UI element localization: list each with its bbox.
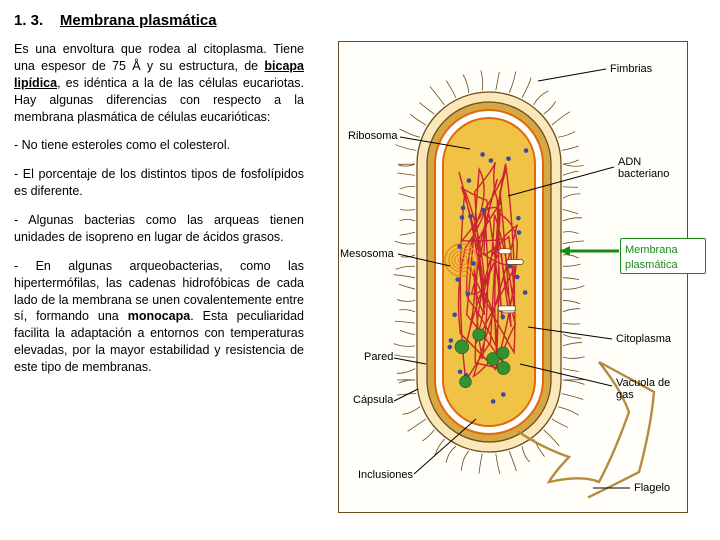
label-flagelo: Flagelo bbox=[634, 482, 670, 494]
label-mesosoma: Mesosoma bbox=[340, 248, 394, 260]
label-inclusiones: Inclusiones bbox=[358, 469, 413, 481]
label-membrana-box: Membrana plasmática bbox=[620, 238, 706, 274]
bacterium-diagram bbox=[338, 41, 688, 513]
label-pared: Pared bbox=[364, 351, 393, 363]
term-monocapa: monocapa bbox=[128, 309, 191, 323]
paragraph-5: - En algunas arqueobacterias, como las h… bbox=[14, 258, 304, 376]
section-heading: 1. 3. Membrana plasmática bbox=[14, 12, 706, 29]
heading-title: Membrana plasmática bbox=[60, 12, 217, 29]
label-fimbrias: Fimbrias bbox=[610, 63, 652, 75]
content-columns: Es una envoltura que rodea al citoplasma… bbox=[14, 41, 706, 521]
paragraph-2: - No tiene esteroles como el colesterol. bbox=[14, 137, 304, 154]
paragraph-1: Es una envoltura que rodea al citoplasma… bbox=[14, 41, 304, 125]
paragraph-3: - El porcentaje de los distintos tipos d… bbox=[14, 166, 304, 200]
label-membrana: Membrana plasmática bbox=[625, 244, 678, 271]
diagram-column: Fimbrias Ribosoma ADN bacteriano Mesosom… bbox=[318, 41, 706, 521]
text-column: Es una envoltura que rodea al citoplasma… bbox=[14, 41, 304, 521]
label-vacuola: Vacuola de gas bbox=[616, 377, 676, 401]
paragraph-4: - Algunas bacterias como las arqueas tie… bbox=[14, 212, 304, 246]
label-ribosoma: Ribosoma bbox=[348, 130, 398, 142]
label-adn: ADN bacteriano bbox=[618, 156, 678, 180]
heading-number: 1. 3. bbox=[14, 12, 43, 29]
label-citoplasma: Citoplasma bbox=[616, 333, 671, 345]
label-capsula: Cápsula bbox=[353, 394, 393, 406]
